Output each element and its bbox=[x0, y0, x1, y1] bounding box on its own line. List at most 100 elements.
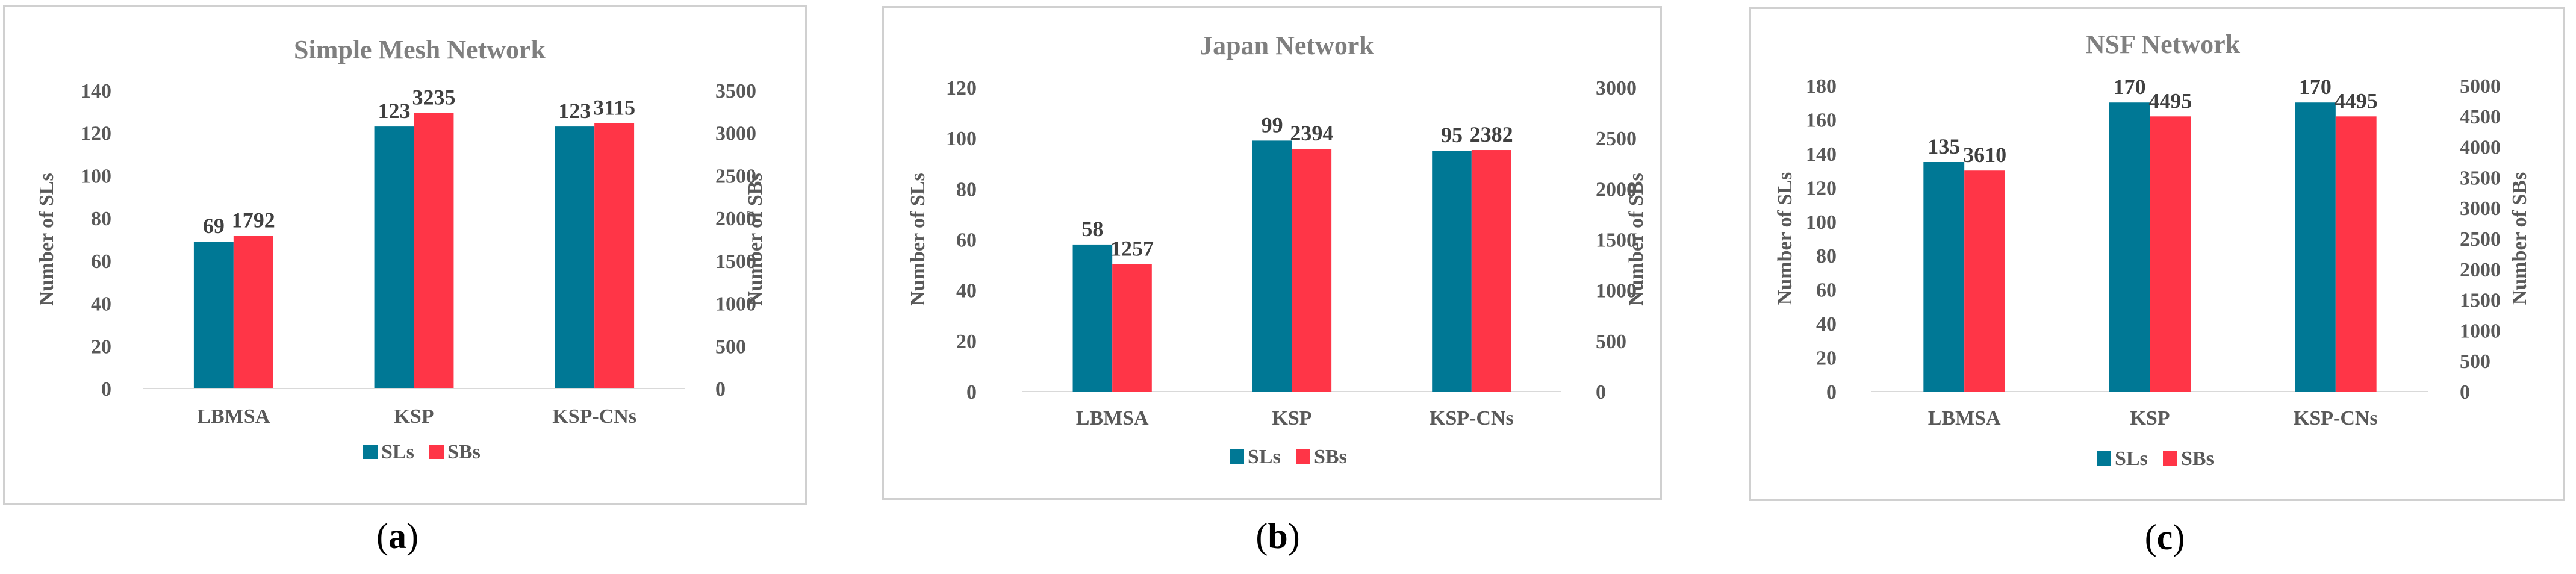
data-label: 4495 bbox=[2148, 89, 2192, 113]
y2-tick-label: 3000 bbox=[1596, 77, 1637, 99]
y-tick-label: 60 bbox=[1816, 279, 1837, 302]
y2-axis-title: Number of SBs bbox=[1625, 173, 1647, 305]
y2-tick-label: 3500 bbox=[715, 80, 756, 102]
data-label: 69 bbox=[203, 214, 225, 238]
data-label: 3235 bbox=[412, 85, 455, 109]
y2-axis-title: Number of SBs bbox=[744, 173, 767, 305]
y-tick-label: 120 bbox=[1806, 177, 1837, 199]
category-label: KSP-CNs bbox=[552, 405, 636, 428]
y-tick-label: 120 bbox=[946, 77, 977, 99]
y2-tick-label: 0 bbox=[715, 378, 726, 401]
y-tick-label: 40 bbox=[956, 280, 977, 302]
y2-tick-label: 5000 bbox=[2460, 75, 2501, 98]
data-label: 135 bbox=[1927, 134, 1960, 158]
y-tick-label: 180 bbox=[1806, 75, 1837, 98]
chart-title: NSF Network bbox=[2086, 30, 2241, 59]
y-tick-label: 60 bbox=[91, 251, 111, 273]
bar-sbs bbox=[1471, 150, 1511, 392]
caption-paren-close: ) bbox=[1288, 516, 1300, 556]
caption-letter: c bbox=[2157, 517, 2173, 557]
y2-axis-title: Number of SBs bbox=[2509, 172, 2531, 305]
y-tick-label: 0 bbox=[101, 378, 111, 401]
data-label: 95 bbox=[1441, 123, 1463, 147]
bar-sbs bbox=[1964, 170, 2005, 392]
category-label: KSP bbox=[394, 405, 434, 428]
bar-sls bbox=[1072, 244, 1113, 392]
chart-title: Japan Network bbox=[1199, 31, 1374, 60]
y-tick-label: 100 bbox=[946, 128, 977, 150]
y2-tick-label: 1500 bbox=[1596, 229, 1637, 252]
bar-sls bbox=[2295, 102, 2336, 392]
y-tick-label: 20 bbox=[91, 335, 111, 358]
bar-sls bbox=[193, 242, 234, 388]
bar-sls bbox=[1432, 151, 1472, 392]
legend-label: SBs bbox=[1314, 446, 1347, 468]
y-tick-label: 60 bbox=[956, 229, 977, 252]
legend-swatch-sls bbox=[2097, 451, 2111, 466]
y-tick-label: 20 bbox=[956, 331, 977, 353]
y2-tick-label: 500 bbox=[2460, 351, 2490, 373]
y2-tick-label: 500 bbox=[715, 335, 746, 358]
legend-label: SLs bbox=[1248, 446, 1281, 468]
y-tick-label: 100 bbox=[1806, 211, 1837, 234]
legend-label: SLs bbox=[381, 441, 414, 463]
data-label: 170 bbox=[2114, 75, 2146, 99]
y2-tick-label: 4500 bbox=[2460, 106, 2501, 128]
y2-tick-label: 0 bbox=[1596, 381, 1606, 404]
bar-sbs bbox=[2150, 116, 2191, 392]
bar-sbs bbox=[1112, 264, 1152, 392]
y2-tick-label: 2000 bbox=[2460, 259, 2501, 281]
caption-paren-open: ( bbox=[376, 516, 388, 556]
legend-label: SLs bbox=[2115, 448, 2148, 470]
category-label: KSP bbox=[2130, 407, 2170, 429]
data-label: 2394 bbox=[1290, 121, 1333, 145]
caption-paren-close: ) bbox=[406, 516, 418, 556]
data-label: 123 bbox=[558, 99, 591, 123]
y-tick-label: 80 bbox=[91, 208, 111, 230]
y2-tick-label: 0 bbox=[2460, 381, 2470, 404]
data-label: 123 bbox=[378, 99, 411, 123]
legend-label: SBs bbox=[2181, 448, 2214, 470]
y2-tick-label: 1000 bbox=[1596, 280, 1637, 302]
bar-sls bbox=[1252, 140, 1292, 392]
chart-1: Japan Network 0 20 40 60 80 100 120 0 500 1000 1500… bbox=[907, 31, 1647, 556]
category-label: KSP bbox=[1272, 407, 1311, 429]
y-tick-label: 160 bbox=[1806, 109, 1837, 131]
y2-tick-label: 3000 bbox=[715, 123, 756, 145]
legend-swatch-sbs bbox=[1296, 449, 1310, 464]
y-tick-label: 140 bbox=[81, 80, 111, 102]
figure-caption: (a) bbox=[376, 516, 418, 556]
y2-tick-label: 2000 bbox=[1596, 178, 1637, 201]
bar-sls bbox=[374, 126, 414, 388]
y-tick-label: 40 bbox=[91, 293, 111, 316]
figure-caption: (b) bbox=[1255, 516, 1299, 556]
data-label: 1257 bbox=[1110, 236, 1154, 260]
bar-sbs bbox=[1292, 149, 1332, 392]
legend-swatch-sbs bbox=[429, 445, 444, 459]
legend-swatch-sbs bbox=[2163, 451, 2177, 466]
y-axis-title: Number of SLs bbox=[907, 173, 929, 305]
data-label: 99 bbox=[1262, 113, 1283, 137]
legend-swatch-sls bbox=[1230, 449, 1244, 464]
category-label: KSP-CNs bbox=[1430, 407, 1514, 429]
y-tick-label: 120 bbox=[81, 123, 111, 145]
bar-sbs bbox=[594, 123, 635, 388]
y-tick-label: 100 bbox=[81, 165, 111, 187]
bar-sls bbox=[1923, 162, 1965, 392]
bar-sbs bbox=[2335, 116, 2377, 392]
y-tick-label: 20 bbox=[1816, 348, 1837, 370]
category-label: LBMSA bbox=[1076, 407, 1149, 429]
category-label: LBMSA bbox=[1928, 407, 2001, 429]
y2-tick-label: 2500 bbox=[1596, 128, 1637, 150]
bar-sbs bbox=[414, 113, 454, 388]
y-tick-label: 80 bbox=[1816, 245, 1837, 267]
data-label: 3610 bbox=[1963, 143, 2006, 167]
bar-sls bbox=[2109, 102, 2150, 392]
y-axis-title: Number of SLs bbox=[36, 173, 58, 305]
caption-paren-open: ( bbox=[1255, 516, 1268, 556]
y2-tick-label: 3500 bbox=[2460, 167, 2501, 189]
data-label: 170 bbox=[2299, 75, 2332, 99]
y2-tick-label: 2000 bbox=[715, 208, 756, 230]
y2-tick-label: 500 bbox=[1596, 331, 1626, 353]
